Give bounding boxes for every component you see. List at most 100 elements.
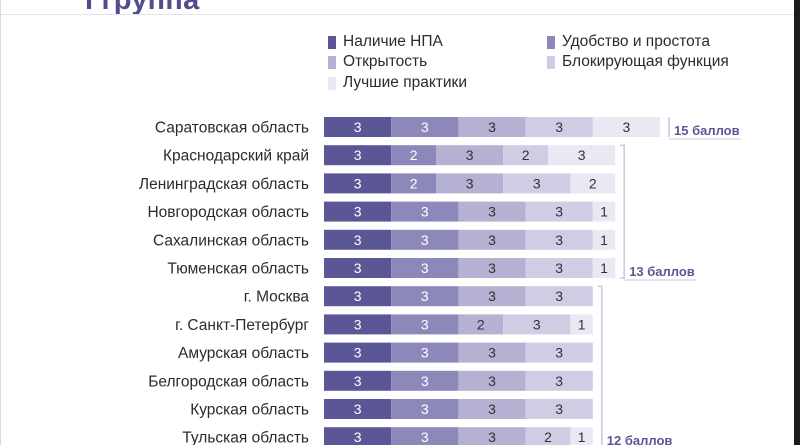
bar-value-label: 3 xyxy=(354,204,362,220)
bar-value-label: 3 xyxy=(421,401,429,417)
group-bracket xyxy=(620,144,625,279)
bar-segment xyxy=(391,258,459,278)
legend-swatch-convenience xyxy=(547,35,555,49)
category-label: Амурская область xyxy=(178,345,309,362)
legend-item-blocking: Блокирующая функция xyxy=(547,53,729,71)
legend-label-practices: Лучшие практики xyxy=(343,74,467,91)
bar-value-label: 3 xyxy=(354,147,362,163)
bar-value-label: 1 xyxy=(600,232,608,248)
bar-value-label: 3 xyxy=(354,175,362,191)
bar-segment xyxy=(324,258,392,278)
bar-segment xyxy=(391,229,459,250)
bar-segment xyxy=(458,286,526,307)
title-divider xyxy=(1,14,795,15)
bar-segment xyxy=(548,145,616,166)
bar-value-label: 3 xyxy=(421,119,429,135)
bar-segment xyxy=(458,427,526,445)
bar-segment xyxy=(525,117,593,137)
bar-value-label: 3 xyxy=(354,288,362,304)
legend-label-blocking: Блокирующая функция xyxy=(562,53,729,70)
category-label: Белгородская область xyxy=(148,373,309,390)
bar-segment xyxy=(458,201,526,222)
bar-segment xyxy=(458,370,526,391)
category-label: г. Санкт-Петербург xyxy=(175,317,309,334)
bar-value-label: 3 xyxy=(623,119,631,135)
legend-item-npa: Наличие НПА xyxy=(328,33,443,51)
bar-segment xyxy=(570,427,593,445)
bar-segment xyxy=(324,145,392,166)
bar-value-label: 3 xyxy=(555,373,563,389)
bar-segment xyxy=(570,173,616,194)
bar-segment xyxy=(525,342,593,363)
bar-value-label: 3 xyxy=(488,429,496,445)
bar-value-label: 3 xyxy=(555,345,563,361)
legend-item-convenience: Удобство и простота xyxy=(547,33,710,51)
bar-value-label: 2 xyxy=(589,175,597,191)
bar-value-label: 3 xyxy=(421,260,429,276)
bar-value-label: 3 xyxy=(488,119,496,135)
bar-value-label: 3 xyxy=(555,204,563,220)
legend-swatch-openness xyxy=(328,55,336,69)
chart-title: I группа xyxy=(85,0,200,16)
bar-segment xyxy=(391,370,459,391)
bar-value-label: 2 xyxy=(544,429,552,445)
bar-value-label: 3 xyxy=(354,373,362,389)
bar-value-label: 3 xyxy=(354,119,362,135)
bar-value-label: 3 xyxy=(488,288,496,304)
bar-value-label: 3 xyxy=(533,175,541,191)
bar-value-label: 3 xyxy=(354,345,362,361)
bar-segment xyxy=(391,201,459,222)
bar-value-label: 3 xyxy=(488,401,496,417)
bar-value-label: 1 xyxy=(600,204,608,220)
bar-value-label: 3 xyxy=(555,232,563,248)
group-total-label: 13 баллов xyxy=(629,264,695,279)
bar-segment xyxy=(592,258,616,278)
legend-label-openness: Открытость xyxy=(343,53,428,70)
bar-value-label: 3 xyxy=(466,175,474,191)
bar-value-label: 2 xyxy=(410,147,418,163)
bar-segment xyxy=(525,201,593,222)
bar-value-label: 2 xyxy=(522,147,530,163)
bar-value-label: 3 xyxy=(354,429,362,445)
legend-item-openness: Открытость xyxy=(328,53,427,71)
bar-value-label: 3 xyxy=(421,316,429,332)
group-total-label: 12 баллов xyxy=(607,433,673,445)
bar-segment xyxy=(525,258,593,278)
legend-label-npa: Наличие НПА xyxy=(343,33,443,50)
bar-value-label: 3 xyxy=(488,345,496,361)
bar-value-label: 3 xyxy=(555,288,563,304)
bar-value-label: 3 xyxy=(555,119,563,135)
group-bracket xyxy=(597,285,603,445)
bar-segment xyxy=(458,229,526,250)
bar-segment xyxy=(503,314,571,335)
bar-segment xyxy=(324,286,392,307)
bar-value-label: 3 xyxy=(466,147,474,163)
category-label: Тульская область xyxy=(182,430,309,445)
bar-segment xyxy=(592,201,616,222)
bar-segment xyxy=(525,427,571,445)
bar-segment xyxy=(458,314,504,335)
bar-value-label: 3 xyxy=(533,316,541,332)
bar-segment xyxy=(525,370,593,391)
category-label: Курская область xyxy=(190,402,309,419)
bar-segment xyxy=(525,229,593,250)
bar-segment xyxy=(391,286,459,307)
bar-value-label: 1 xyxy=(578,316,586,332)
bar-segment xyxy=(324,314,392,335)
bar-value-label: 3 xyxy=(354,260,362,276)
bar-segment xyxy=(592,229,616,250)
bar-segment xyxy=(324,399,392,419)
legend-swatch-npa xyxy=(328,35,336,49)
bar-value-label: 1 xyxy=(600,260,608,276)
category-label: Саратовская область xyxy=(155,120,309,137)
bar-segment xyxy=(391,427,459,445)
bar-value-label: 3 xyxy=(354,232,362,248)
category-label: Тюменская область xyxy=(167,261,309,278)
window-edge xyxy=(794,0,800,445)
bar-segment xyxy=(570,314,593,335)
legend-swatch-blocking xyxy=(547,55,555,69)
bar-value-label: 3 xyxy=(578,147,586,163)
bar-segment xyxy=(458,117,526,137)
bar-value-label: 3 xyxy=(421,345,429,361)
